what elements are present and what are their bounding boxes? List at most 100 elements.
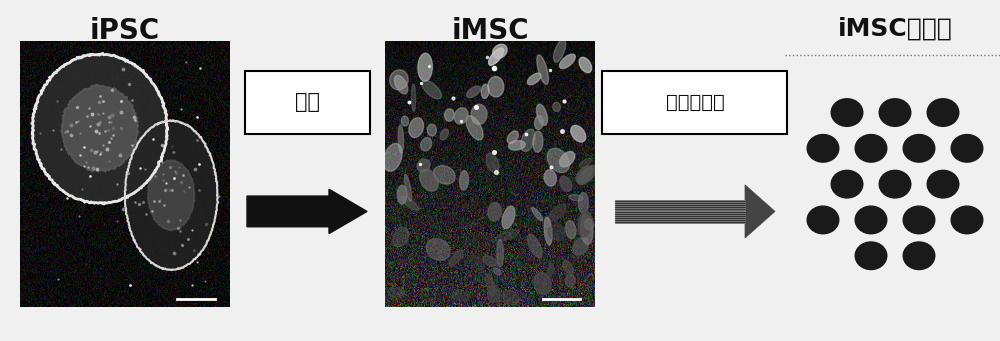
Polygon shape [554,40,566,62]
Polygon shape [32,53,167,204]
Ellipse shape [830,169,864,198]
Polygon shape [401,196,418,210]
Polygon shape [533,131,543,152]
Polygon shape [532,207,543,221]
Polygon shape [578,165,597,184]
Polygon shape [60,84,139,172]
Polygon shape [471,255,484,270]
Polygon shape [544,217,552,244]
Polygon shape [449,250,463,266]
Polygon shape [488,203,501,221]
Polygon shape [495,229,519,241]
Polygon shape [573,238,588,255]
Text: 分化: 分化 [294,92,320,112]
Polygon shape [125,120,218,270]
Text: 外泌体分离: 外泌体分离 [666,93,724,112]
Polygon shape [481,84,489,99]
Polygon shape [489,48,504,65]
Polygon shape [445,109,454,121]
Polygon shape [471,104,487,124]
FancyBboxPatch shape [244,71,370,134]
Ellipse shape [951,205,984,235]
Ellipse shape [807,205,840,235]
Ellipse shape [926,98,960,127]
Ellipse shape [830,98,864,127]
Polygon shape [548,204,566,222]
Polygon shape [460,171,469,190]
Polygon shape [148,160,195,231]
Ellipse shape [807,134,840,163]
Polygon shape [384,144,402,171]
Polygon shape [581,214,593,244]
Polygon shape [553,102,561,112]
Polygon shape [434,166,455,184]
Text: iPSC: iPSC [90,17,160,45]
Polygon shape [420,169,438,191]
Polygon shape [488,76,504,97]
Polygon shape [405,174,412,202]
Polygon shape [536,104,548,125]
Polygon shape [467,86,480,98]
Polygon shape [569,195,583,201]
Ellipse shape [879,98,912,127]
Polygon shape [488,287,500,302]
Ellipse shape [879,169,912,198]
Polygon shape [563,261,573,274]
Polygon shape [417,159,430,172]
Polygon shape [544,170,556,186]
Ellipse shape [854,134,888,163]
Polygon shape [483,256,497,266]
Polygon shape [421,138,432,151]
Polygon shape [560,176,572,191]
Polygon shape [579,159,591,168]
Polygon shape [560,54,575,69]
Polygon shape [535,116,543,130]
Polygon shape [527,234,542,258]
Ellipse shape [951,134,984,163]
Ellipse shape [854,205,888,235]
Ellipse shape [902,205,936,235]
Polygon shape [387,288,403,297]
Polygon shape [509,140,525,150]
Polygon shape [440,129,449,140]
Polygon shape [579,57,592,73]
FancyBboxPatch shape [602,71,787,134]
Polygon shape [548,263,554,275]
Polygon shape [566,221,576,239]
Ellipse shape [854,241,888,270]
Polygon shape [521,129,535,151]
Polygon shape [409,118,424,137]
Polygon shape [565,275,575,287]
Polygon shape [560,151,575,167]
Bar [615,200,745,222]
Polygon shape [578,210,591,237]
Polygon shape [548,224,565,240]
Text: iMSC外泌体: iMSC外泌体 [838,17,952,41]
FancyArrow shape [247,189,367,234]
Polygon shape [427,124,436,136]
Polygon shape [422,80,441,99]
Polygon shape [411,84,416,112]
Ellipse shape [926,169,960,198]
Polygon shape [502,206,515,228]
Polygon shape [576,166,592,182]
Polygon shape [397,185,407,204]
Polygon shape [571,125,586,142]
Polygon shape [486,273,495,296]
Polygon shape [493,268,501,275]
Polygon shape [497,240,503,267]
Polygon shape [451,290,469,301]
Ellipse shape [902,134,936,163]
Polygon shape [454,108,468,124]
Polygon shape [537,55,548,85]
Polygon shape [547,148,569,173]
Polygon shape [527,73,541,85]
Text: iMSC: iMSC [451,17,529,45]
Polygon shape [502,291,519,305]
Polygon shape [394,75,408,94]
Polygon shape [584,219,594,230]
Ellipse shape [902,241,936,270]
Polygon shape [418,53,432,81]
Polygon shape [398,125,404,153]
Polygon shape [578,192,588,213]
